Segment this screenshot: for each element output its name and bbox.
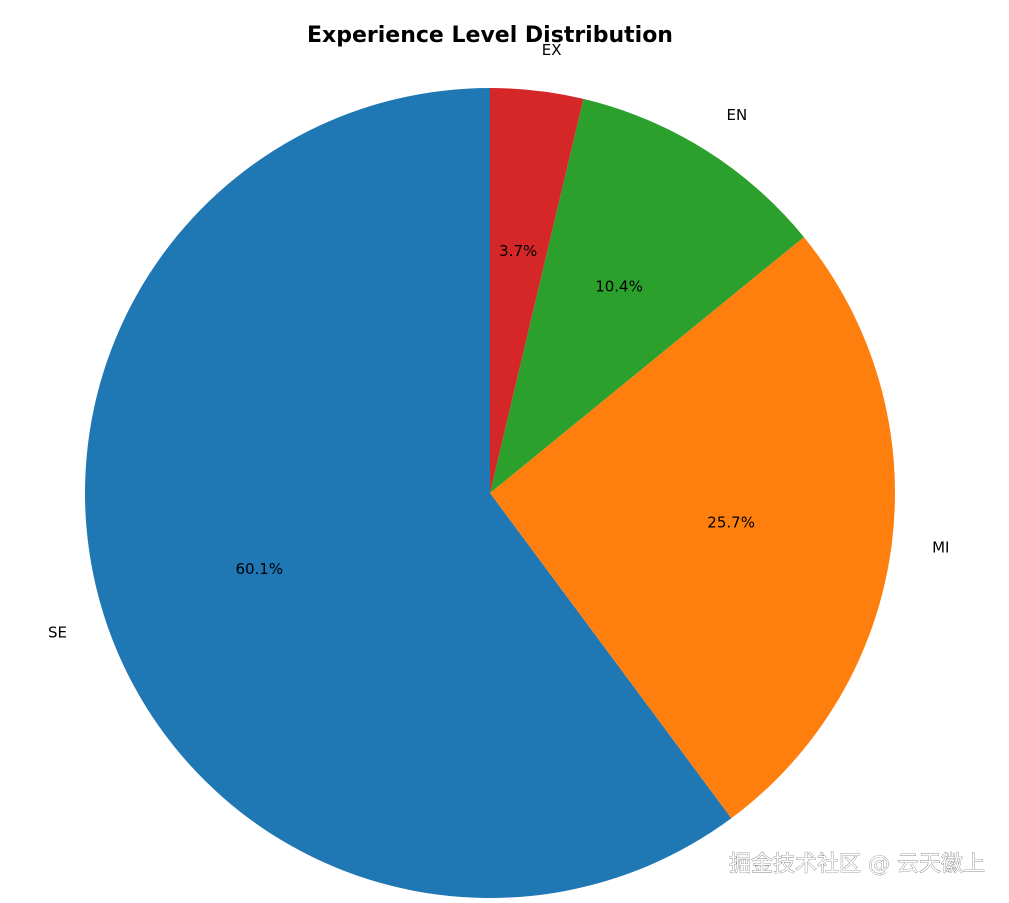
pie-slice bbox=[85, 88, 732, 898]
pie: SE 60.1% MI 25.7% EN 10.4% EX 3.7% bbox=[48, 41, 949, 898]
slice-label: MI bbox=[932, 539, 949, 557]
slice-label: EX bbox=[542, 41, 562, 59]
chart-title: Experience Level Distribution bbox=[307, 23, 673, 48]
pie-slice bbox=[490, 237, 896, 819]
pct-label: 60.1% bbox=[235, 560, 283, 578]
pct-label: 3.7% bbox=[499, 242, 537, 260]
pie-slice bbox=[490, 98, 804, 494]
watermark: 掘金技术社区 @ 云天徽上 bbox=[729, 852, 985, 877]
pie-slice bbox=[490, 88, 584, 493]
pct-label: 10.4% bbox=[595, 278, 643, 296]
slice-label: SE bbox=[48, 623, 67, 641]
pct-label: 25.7% bbox=[707, 514, 755, 532]
slice-label: EN bbox=[727, 106, 748, 124]
